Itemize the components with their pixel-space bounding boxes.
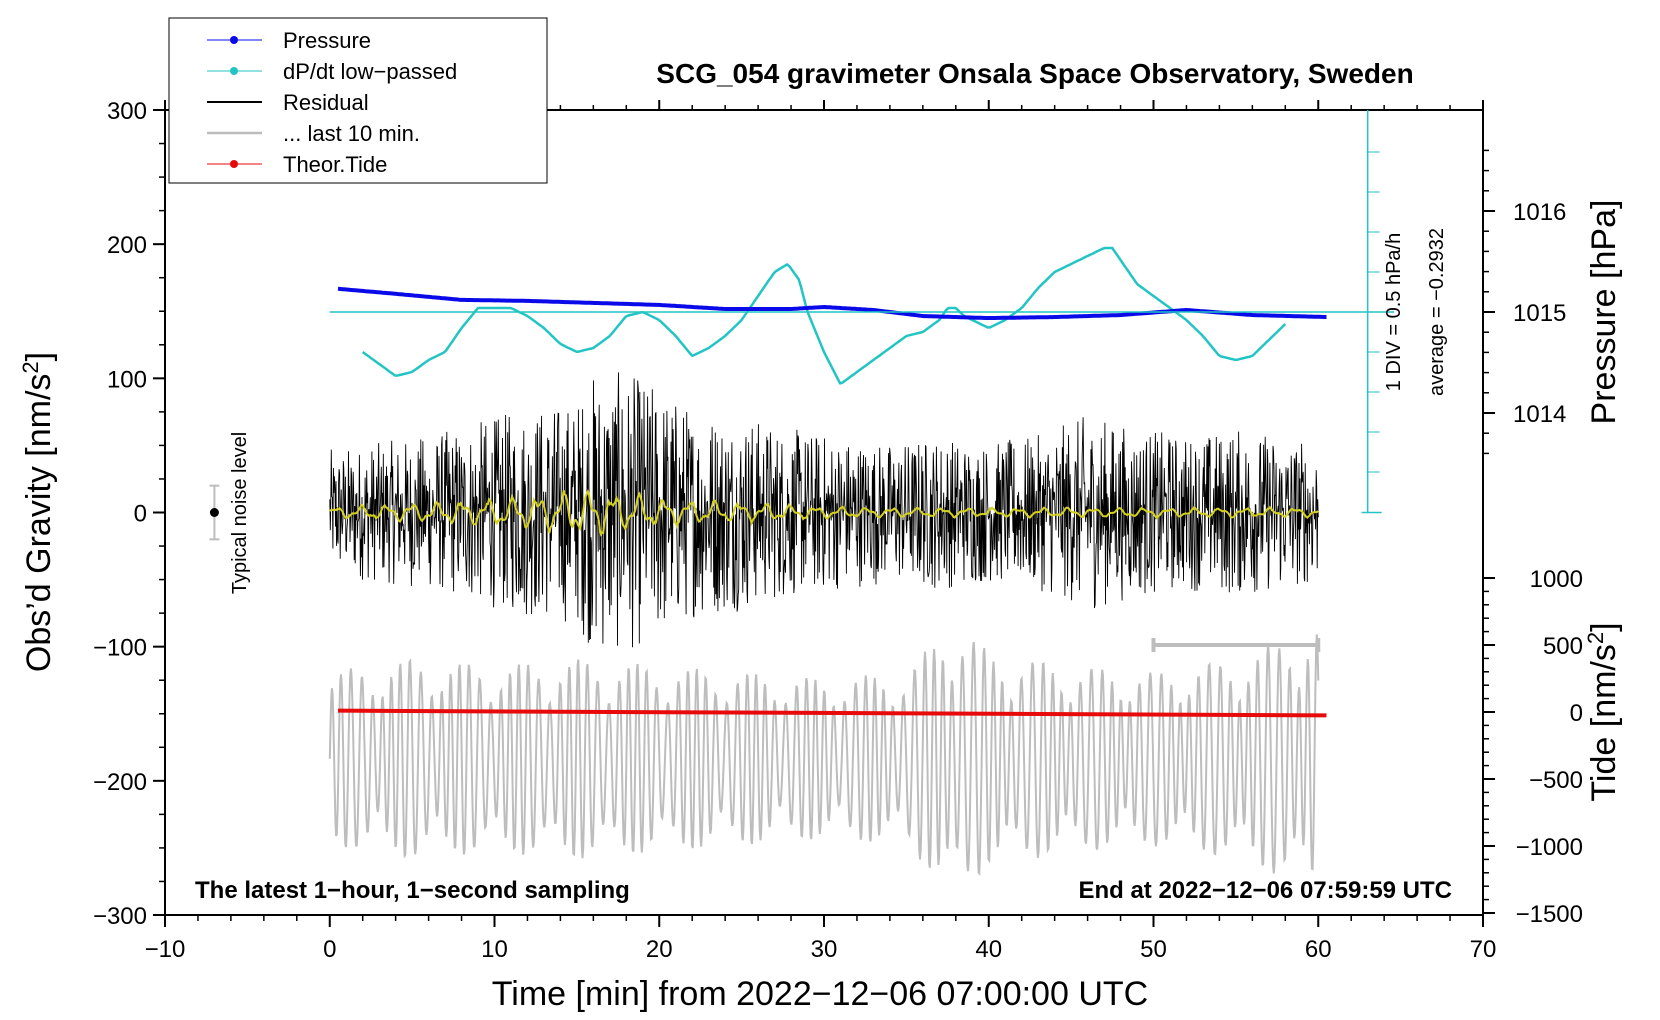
x-tick-label: 0 (323, 936, 336, 963)
tide-tick-label: 0 (1570, 700, 1583, 727)
tide-tick-label: −1000 (1516, 834, 1583, 861)
theor-tide-line (337, 708, 1327, 718)
y-axis-label: Obs’d Gravity [nm/s2] (18, 352, 59, 672)
tide-tick-label: 1000 (1530, 566, 1583, 593)
end-time-note: End at 2022−12−06 07:59:59 UTC (1078, 877, 1452, 904)
legend: Pressure dP/dt low−passed Residual ... l… (168, 17, 548, 184)
x-tick-label: 70 (1470, 936, 1497, 963)
legend-dpdt-dot (230, 67, 238, 75)
y-tick-label: 200 (107, 232, 147, 259)
tide-tick-label: −1500 (1516, 901, 1583, 928)
last10-line (328, 634, 1320, 876)
y-tick-label: 300 (107, 98, 147, 125)
x-tick-label: 20 (646, 936, 673, 963)
noise-level-dot (209, 508, 219, 517)
dpdt-average-label: average = −0.2932 (1426, 228, 1448, 396)
pressure-tick-label: 1015 (1513, 300, 1566, 327)
tide-tick-label: −500 (1529, 767, 1583, 794)
pressure-tick-label: 1014 (1513, 401, 1566, 428)
y-axis-label-main: Obs’d Gravity [nm/s (20, 374, 58, 673)
legend-dpdt-label: dP/dt low−passed (283, 59, 457, 84)
legend-pressure-dot (230, 36, 238, 44)
tide-tick-label: 500 (1543, 633, 1583, 660)
legend-box (168, 17, 548, 184)
x-tick-label: 10 (481, 936, 508, 963)
pressure-tick-label: 1016 (1513, 199, 1566, 226)
y-tick-label: 0 (134, 501, 147, 528)
tide-axis-label-main: Tide [nm/s (1585, 644, 1623, 801)
pressure-axis-label: Pressure [hPa] (1585, 200, 1623, 425)
noise-level-label: Typical noise level (229, 432, 251, 594)
chart-title: SCG_054 gravimeter Onsala Space Observat… (656, 58, 1413, 89)
x-tick-label: −10 (145, 936, 186, 963)
legend-tide-dot (230, 160, 238, 168)
legend-residual-label: Residual (283, 90, 369, 115)
x-tick-label: 30 (811, 936, 838, 963)
residual-lowpass-line (329, 488, 1319, 537)
legend-last10-label: ... last 10 min. (283, 121, 420, 146)
tide-axis-label: Tide [nm/s2] (1583, 622, 1624, 801)
y-tick-label: −300 (93, 903, 147, 930)
legend-pressure-label: Pressure (283, 28, 371, 53)
x-axis-label: Time [min] from 2022−12−06 07:00:00 UTC (492, 975, 1148, 1013)
legend-tide-label: Theor.Tide (283, 152, 387, 177)
y-tick-label: 100 (107, 366, 147, 393)
x-tick-label: 60 (1305, 936, 1332, 963)
y-axis-label-close: ] (20, 352, 58, 361)
y-axis-label-sup: 2 (18, 361, 43, 373)
tide-axis-label-sup: 2 (1583, 632, 1608, 644)
residual-line (329, 372, 1319, 648)
y-tick-label: −100 (93, 635, 147, 662)
y-tick-label: −200 (93, 769, 147, 796)
dpdt-line (361, 246, 1287, 385)
dpdt-scale-label: 1 DIV = 0.5 hPa/h (1383, 233, 1405, 391)
sampling-note: The latest 1−hour, 1−second sampling (195, 877, 630, 904)
x-tick-label: 40 (975, 936, 1002, 963)
x-tick-label: 50 (1140, 936, 1167, 963)
tide-axis-label-close: ] (1585, 622, 1623, 631)
